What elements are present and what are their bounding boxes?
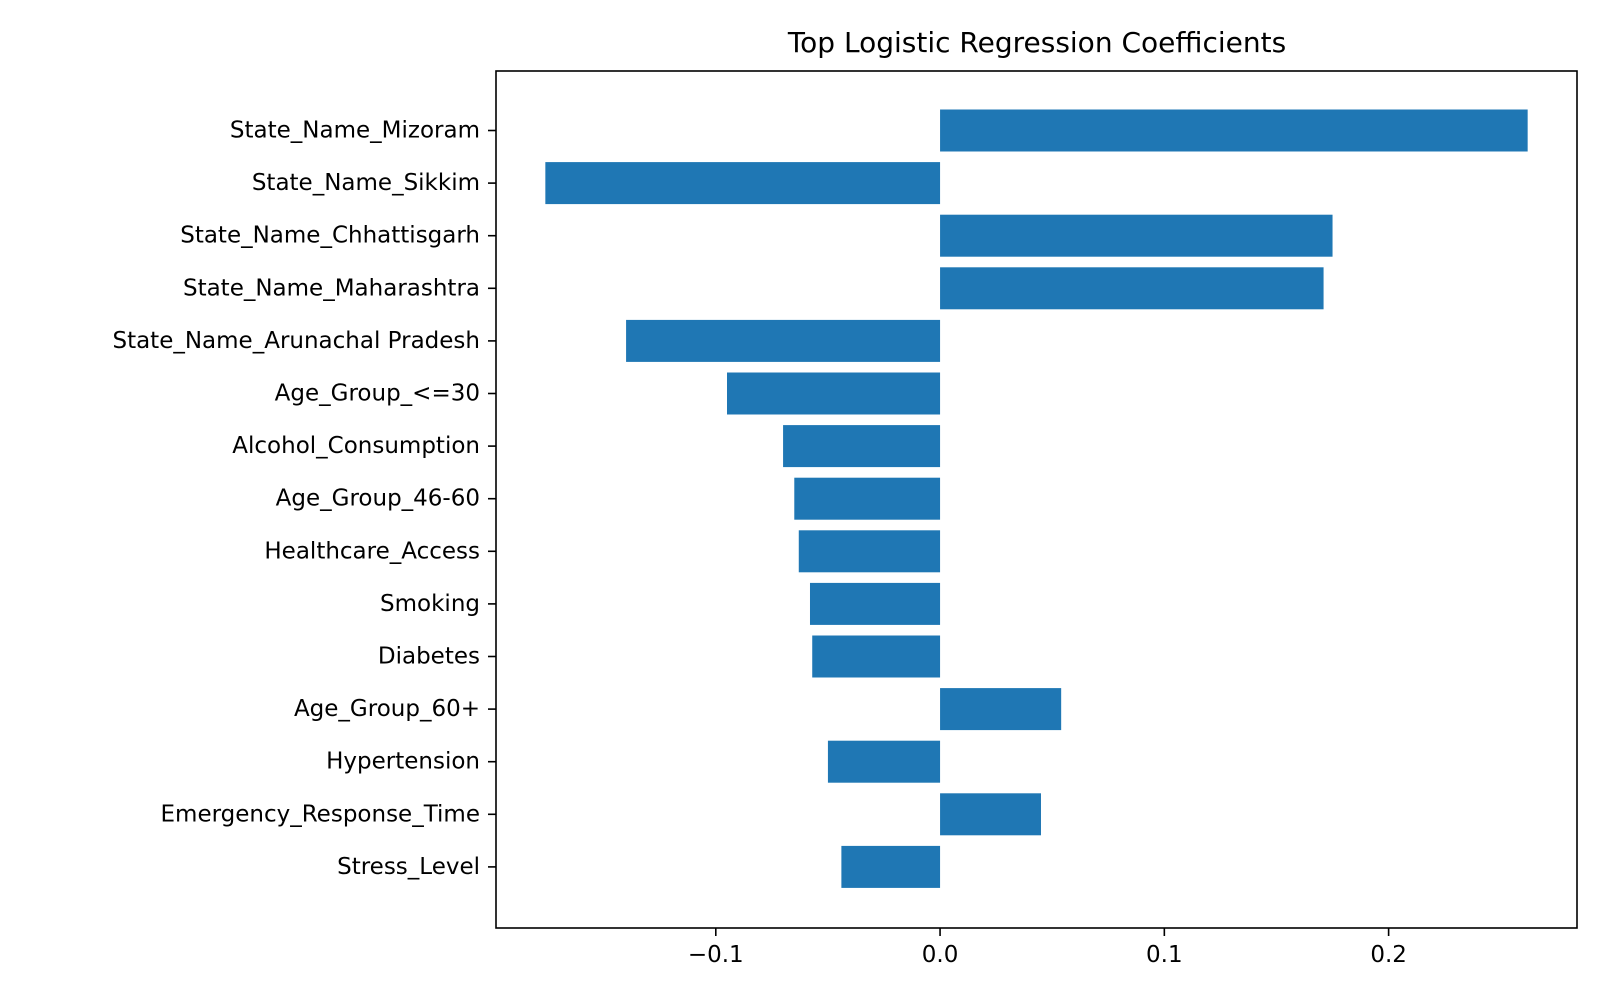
y-tick-label: State_Name_Chhattisgarh bbox=[180, 223, 480, 249]
bar bbox=[626, 319, 941, 362]
chart-title: Top Logistic Regression Coefficients bbox=[787, 26, 1286, 59]
y-tick-label: State_Name_Mizoram bbox=[230, 118, 480, 144]
bar bbox=[809, 582, 941, 625]
y-tick-label: Healthcare_Access bbox=[264, 538, 480, 564]
y-tick-label: Stress_Level bbox=[337, 854, 480, 880]
x-tick-label: −0.1 bbox=[688, 942, 744, 968]
y-tick-label: Age_Group_60+ bbox=[294, 696, 480, 722]
bar bbox=[940, 793, 1041, 836]
bar bbox=[545, 162, 941, 205]
y-tick-label: Age_Group_<=30 bbox=[275, 381, 480, 407]
bars-group bbox=[545, 109, 1528, 888]
bar bbox=[794, 477, 941, 520]
x-axis: −0.1 0.0 0.1 0.2 bbox=[688, 928, 1407, 968]
y-tick-label: State_Name_Arunachal Pradesh bbox=[112, 328, 480, 354]
bar bbox=[841, 845, 941, 888]
bar bbox=[798, 530, 941, 573]
x-tick-label: 0.0 bbox=[922, 942, 959, 968]
bar bbox=[940, 267, 1324, 310]
bar bbox=[940, 109, 1528, 152]
bar bbox=[940, 688, 1062, 731]
plot-frame bbox=[495, 70, 1578, 929]
x-tick-label: 0.1 bbox=[1146, 942, 1183, 968]
y-tick-label: Emergency_Response_Time bbox=[161, 801, 480, 827]
y-tick-label: Diabetes bbox=[378, 644, 480, 670]
bar bbox=[783, 425, 941, 468]
y-tick-label: Alcohol_Consumption bbox=[232, 433, 480, 459]
bar bbox=[827, 740, 941, 783]
y-tick-label: State_Name_Sikkim bbox=[252, 170, 480, 196]
y-tick-label: Age_Group_46-60 bbox=[276, 486, 480, 512]
bar bbox=[727, 372, 941, 415]
y-tick-label: State_Name_Maharashtra bbox=[183, 275, 480, 301]
y-tick-label: Smoking bbox=[380, 591, 480, 617]
bar bbox=[812, 635, 941, 678]
y-tick-label: Hypertension bbox=[326, 749, 480, 775]
x-tick-label: 0.2 bbox=[1370, 942, 1407, 968]
y-axis: State_Name_Mizoram State_Name_Sikkim State… bbox=[112, 118, 496, 880]
bar bbox=[940, 214, 1333, 257]
